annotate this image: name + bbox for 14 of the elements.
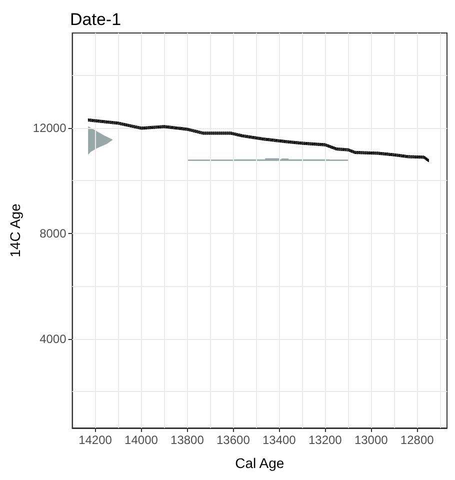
x-tick-label: 13400: [262, 433, 296, 447]
x-tick-label: 13800: [170, 433, 204, 447]
y-tick-label: 4000: [40, 332, 67, 346]
x-tick-label: 14200: [78, 433, 112, 447]
chart-title: Date-1: [70, 10, 122, 29]
x-tick-label: 12800: [400, 433, 434, 447]
y-tick-label: 12000: [32, 120, 67, 135]
x-tick-label: 13600: [216, 433, 250, 447]
x-axis-title: Cal Age: [235, 455, 284, 471]
x-tick-label: 13200: [308, 433, 342, 447]
x-tick-label: 13000: [354, 433, 388, 447]
y-tick-label: 8000: [40, 226, 67, 240]
y-axis-title: 14C Age: [7, 203, 23, 258]
x-tick-label: 14000: [124, 433, 158, 447]
